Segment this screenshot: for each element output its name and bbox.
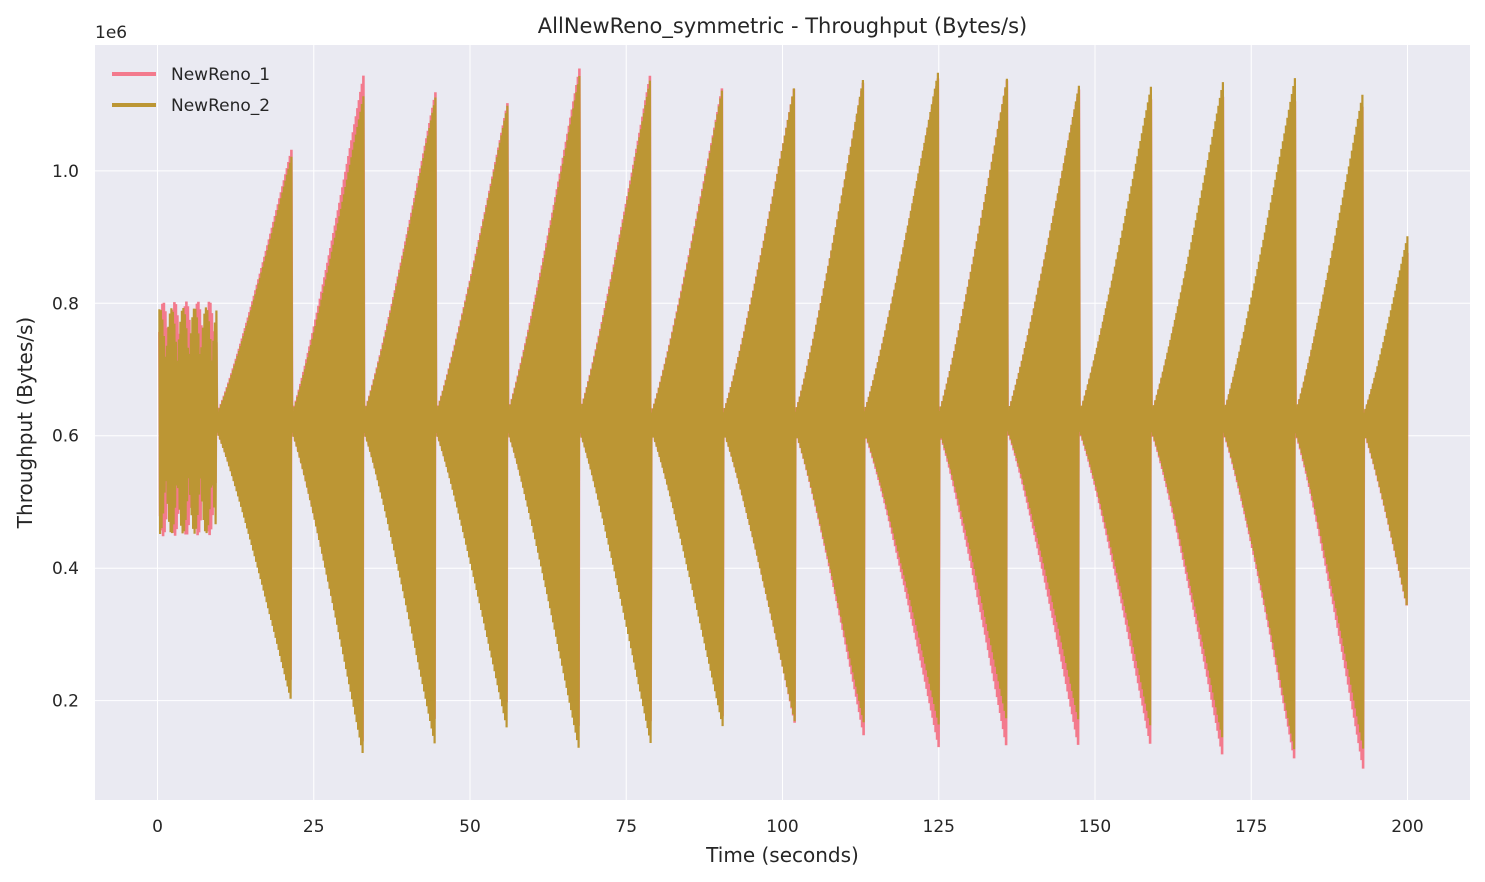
- y-tick-label: 1.0: [52, 162, 79, 182]
- x-tick-label: 25: [303, 817, 325, 837]
- legend-label: NewReno_1: [171, 65, 270, 85]
- x-axis-label: Time (seconds): [705, 843, 859, 867]
- x-tick-label: 125: [923, 817, 955, 837]
- y-axis-ticks: 0.2 0.4 0.6 0.8 1.0: [52, 162, 79, 712]
- x-tick-label: 100: [766, 817, 798, 837]
- x-axis-ticks: 0 25 50 75 100 125 150 175 200: [152, 817, 1424, 837]
- x-tick-label: 75: [615, 817, 637, 837]
- y-tick-label: 0.8: [52, 294, 79, 314]
- x-tick-label: 175: [1235, 817, 1267, 837]
- y-axis-scale-label: 1e6: [95, 23, 127, 43]
- x-tick-label: 200: [1391, 817, 1423, 837]
- legend-item[interactable]: NewReno_2: [112, 96, 270, 116]
- y-axis-label: Throughput (Bytes/s): [13, 317, 37, 529]
- legend[interactable]: NewReno_1 NewReno_2: [112, 65, 270, 116]
- legend-item[interactable]: NewReno_1: [112, 65, 270, 85]
- x-tick-label: 150: [1079, 817, 1111, 837]
- legend-label: NewReno_2: [171, 96, 270, 116]
- y-tick-label: 0.2: [52, 692, 79, 712]
- x-tick-label: 50: [459, 817, 481, 837]
- chart-title: AllNewReno_symmetric - Throughput (Bytes…: [538, 14, 1027, 39]
- y-tick-label: 0.4: [52, 559, 79, 579]
- series-line-newreno-2: [158, 72, 1409, 754]
- y-tick-label: 0.6: [52, 427, 79, 447]
- series-lines: [158, 68, 1409, 769]
- x-tick-label: 0: [152, 817, 163, 837]
